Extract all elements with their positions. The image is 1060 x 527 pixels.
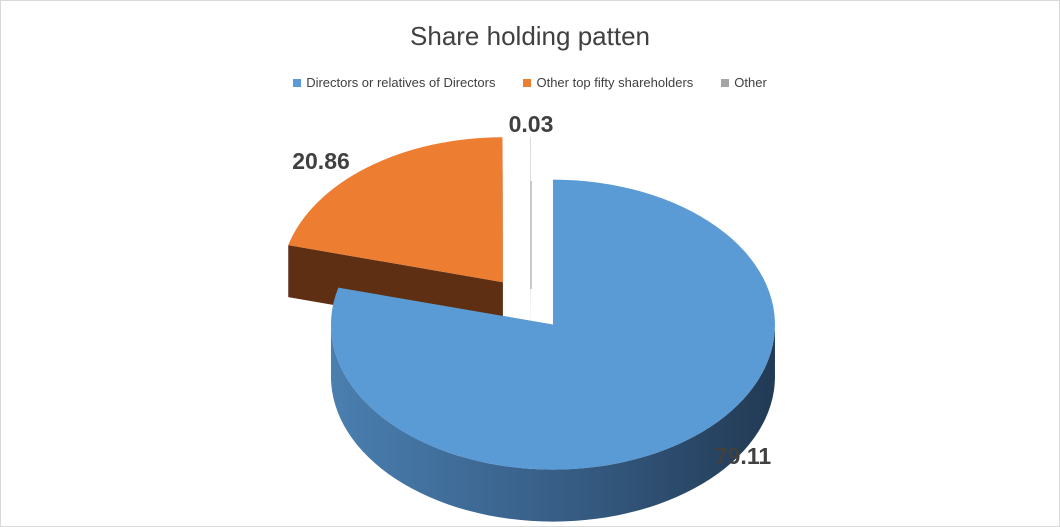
legend-label-other: Other [734, 75, 767, 90]
data-label-other: 0.03 [509, 111, 554, 137]
legend-swatch-other [721, 78, 730, 87]
legend-swatch-top-fifty [523, 78, 532, 87]
legend-item-directors: Directors or relatives of Directors [293, 75, 495, 90]
pie-labels: 79.11 20.86 0.03 [292, 111, 771, 469]
legend-label-directors: Directors or relatives of Directors [306, 75, 496, 90]
pie-side-wall-directors [330, 324, 775, 522]
chart-legend: Directors or relatives of Directors Othe… [1, 75, 1059, 90]
pie-slice-top-fifty [288, 137, 503, 283]
data-label-directors: 79.11 [715, 443, 771, 469]
pie-slice-directors [330, 179, 775, 470]
data-label-top-fifty: 20.86 [292, 148, 350, 174]
legend-swatch-directors [293, 78, 302, 87]
pie-tops [288, 137, 775, 470]
legend-item-top-fifty: Other top fifty shareholders [523, 75, 693, 90]
legend-label-top-fifty: Other top fifty shareholders [536, 75, 694, 90]
legend-item-other: Other [721, 75, 767, 90]
chart-title: Share holding patten [410, 21, 650, 51]
